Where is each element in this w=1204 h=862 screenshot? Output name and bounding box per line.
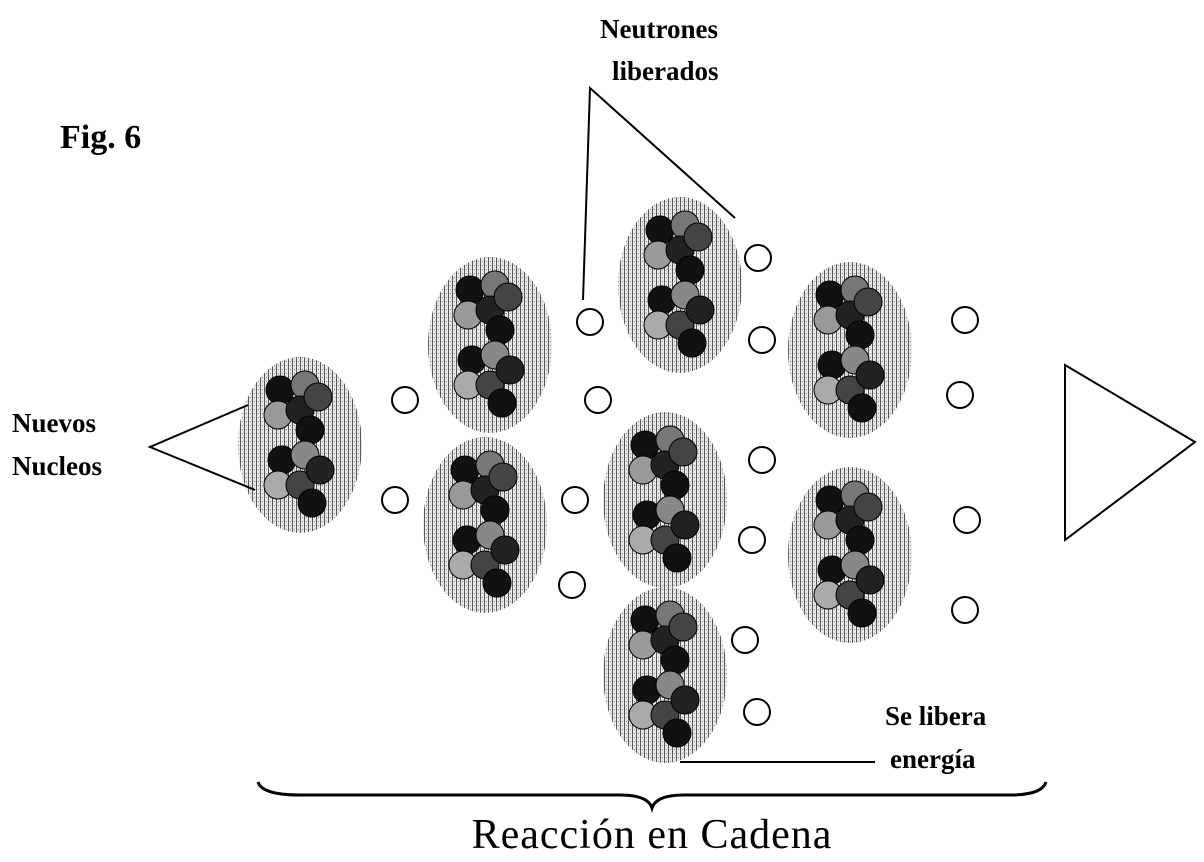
nucleon bbox=[297, 488, 327, 518]
energy-label: energía bbox=[890, 744, 976, 774]
nucleus bbox=[428, 257, 552, 433]
nucleon bbox=[683, 222, 713, 252]
neutron bbox=[951, 596, 979, 624]
neutron bbox=[391, 386, 419, 414]
nucleon bbox=[662, 543, 692, 573]
nucleus bbox=[788, 467, 912, 643]
neutron bbox=[558, 571, 586, 599]
nuclei bbox=[238, 197, 912, 763]
nucleus bbox=[618, 197, 742, 373]
nucleon bbox=[855, 565, 885, 595]
neutrons-label: liberados bbox=[612, 56, 719, 86]
nucleon bbox=[305, 455, 335, 485]
nucleon bbox=[487, 388, 517, 418]
caption: Reacción en Cadena bbox=[472, 812, 833, 858]
nucleon bbox=[493, 282, 523, 312]
nucleon bbox=[670, 685, 700, 715]
nucleon bbox=[685, 295, 715, 325]
neutrons bbox=[381, 244, 981, 726]
neutron bbox=[748, 446, 776, 474]
nucleon bbox=[303, 382, 333, 412]
energy-label: Se libera bbox=[885, 701, 987, 731]
nucleon bbox=[660, 470, 690, 500]
nucleon bbox=[668, 437, 698, 467]
nucleon bbox=[845, 320, 875, 350]
neutron bbox=[584, 386, 612, 414]
nucleon bbox=[670, 510, 700, 540]
neutron bbox=[561, 486, 589, 514]
nucleon bbox=[853, 287, 883, 317]
neutron-pointer bbox=[582, 85, 736, 301]
neutrons-label: Neutrones bbox=[600, 14, 718, 44]
nucleon bbox=[675, 255, 705, 285]
nucleon bbox=[853, 492, 883, 522]
nucleon bbox=[662, 718, 692, 748]
figure-label: Fig. 6 bbox=[60, 119, 141, 156]
nucleus bbox=[603, 412, 727, 588]
neutron bbox=[743, 698, 771, 726]
neutron bbox=[946, 381, 974, 409]
nucleon bbox=[660, 645, 690, 675]
arrow-triangle bbox=[1064, 363, 1197, 543]
nucleon bbox=[847, 598, 877, 628]
nucleon bbox=[677, 328, 707, 358]
neutron bbox=[381, 486, 409, 514]
nucleon bbox=[495, 355, 525, 385]
neutron bbox=[738, 526, 766, 554]
nucleus bbox=[238, 357, 362, 533]
neutron bbox=[748, 326, 776, 354]
nuclei-label: Nucleos bbox=[12, 451, 102, 481]
nucleon bbox=[480, 495, 510, 525]
nucleon bbox=[490, 535, 520, 565]
nucleon bbox=[668, 612, 698, 642]
brace bbox=[256, 781, 1048, 814]
pointer-lines bbox=[147, 85, 1197, 814]
nucleon bbox=[845, 525, 875, 555]
neutron bbox=[953, 506, 981, 534]
nucleus bbox=[788, 262, 912, 438]
neutron bbox=[744, 244, 772, 272]
neutron bbox=[576, 308, 604, 336]
nucleon bbox=[855, 360, 885, 390]
nucleon bbox=[485, 315, 515, 345]
neutron bbox=[951, 306, 979, 334]
nucleon bbox=[482, 568, 512, 598]
nucleus bbox=[603, 587, 727, 763]
nucleon bbox=[295, 415, 325, 445]
nucleon bbox=[847, 393, 877, 423]
nucleon bbox=[488, 462, 518, 492]
nucleus bbox=[423, 437, 547, 613]
nuclei-pointer bbox=[147, 404, 256, 491]
nuclei-label: Nuevos bbox=[12, 408, 96, 438]
neutron bbox=[731, 626, 759, 654]
